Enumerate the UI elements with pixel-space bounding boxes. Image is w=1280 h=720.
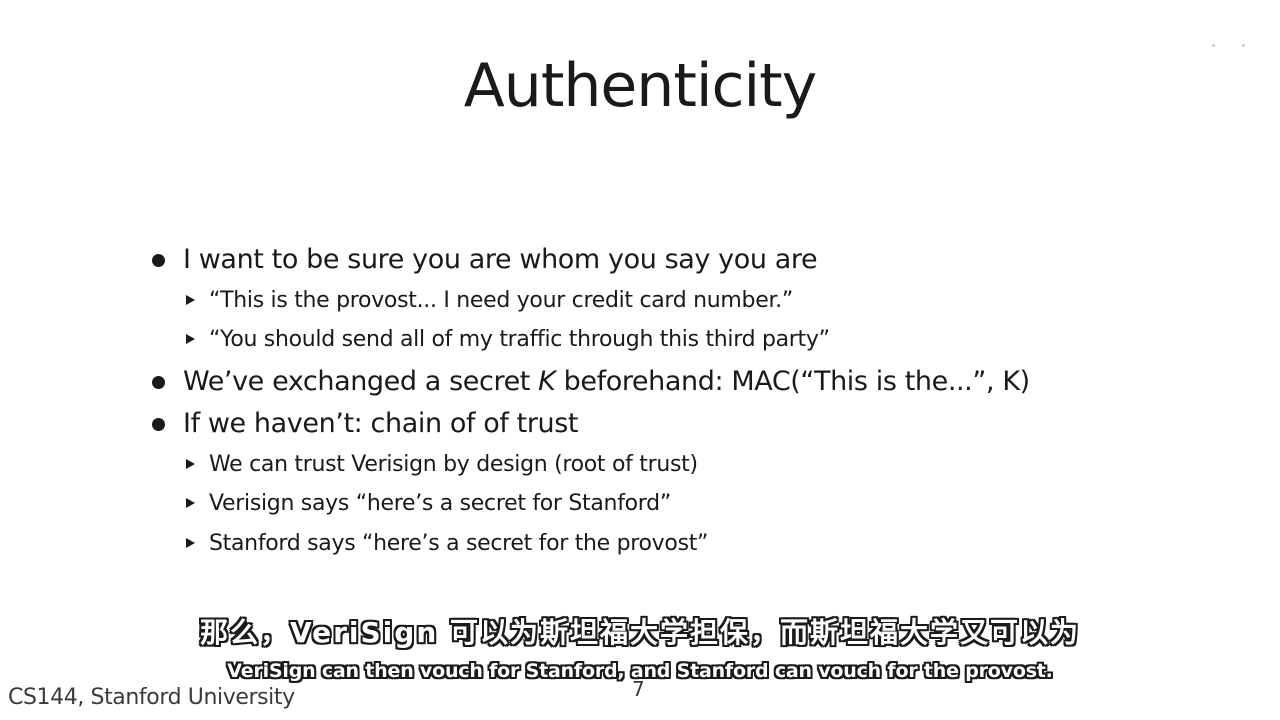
bullet-text: I want to be sure you are whom you say y… (183, 244, 818, 275)
triangle-bullet-icon (186, 334, 195, 344)
bullet-dot-icon (152, 254, 165, 267)
bullet-text-italic: K (538, 366, 556, 397)
sub-bullet-text: Stanford says “here’s a secret for the p… (209, 531, 709, 556)
subtitle-english: VeriSign can then vouch for Stanford, an… (227, 660, 1053, 682)
sub-bullet-text: We can trust Verisign by design (root of… (209, 452, 698, 477)
triangle-bullet-icon (186, 459, 195, 469)
triangle-bullet-icon (186, 295, 195, 305)
slide-title: Authenticity (463, 51, 817, 121)
corner-mark (1242, 44, 1245, 47)
subtitle-chinese: 那么，VeriSign 可以为斯坦福大学担保，而斯坦福大学又可以为 (199, 616, 1081, 649)
page-number: 7 (632, 677, 645, 701)
sub-bullet-text: “You should send all of my traffic throu… (209, 327, 830, 352)
triangle-bullet-icon (186, 538, 195, 548)
course-footer: CS144, Stanford University (8, 685, 295, 710)
sub-bullet-text: “This is the provost... I need your cred… (209, 288, 793, 313)
bullet-text: We’ve exchanged a secret K beforehand: M… (183, 365, 1030, 399)
bullet-text-part: beforehand: MAC(“This is the...”, K) (555, 366, 1031, 397)
triangle-bullet-icon (186, 498, 195, 508)
bullet-dot-icon (152, 418, 165, 431)
corner-mark (1212, 44, 1215, 47)
bullet-dot-icon (152, 376, 165, 389)
bullet-text-part: We’ve exchanged a secret (183, 366, 539, 397)
bullet-text: If we haven’t: chain of of trust (183, 408, 579, 439)
sub-bullet-text: Verisign says “here’s a secret for Stanf… (209, 491, 671, 516)
